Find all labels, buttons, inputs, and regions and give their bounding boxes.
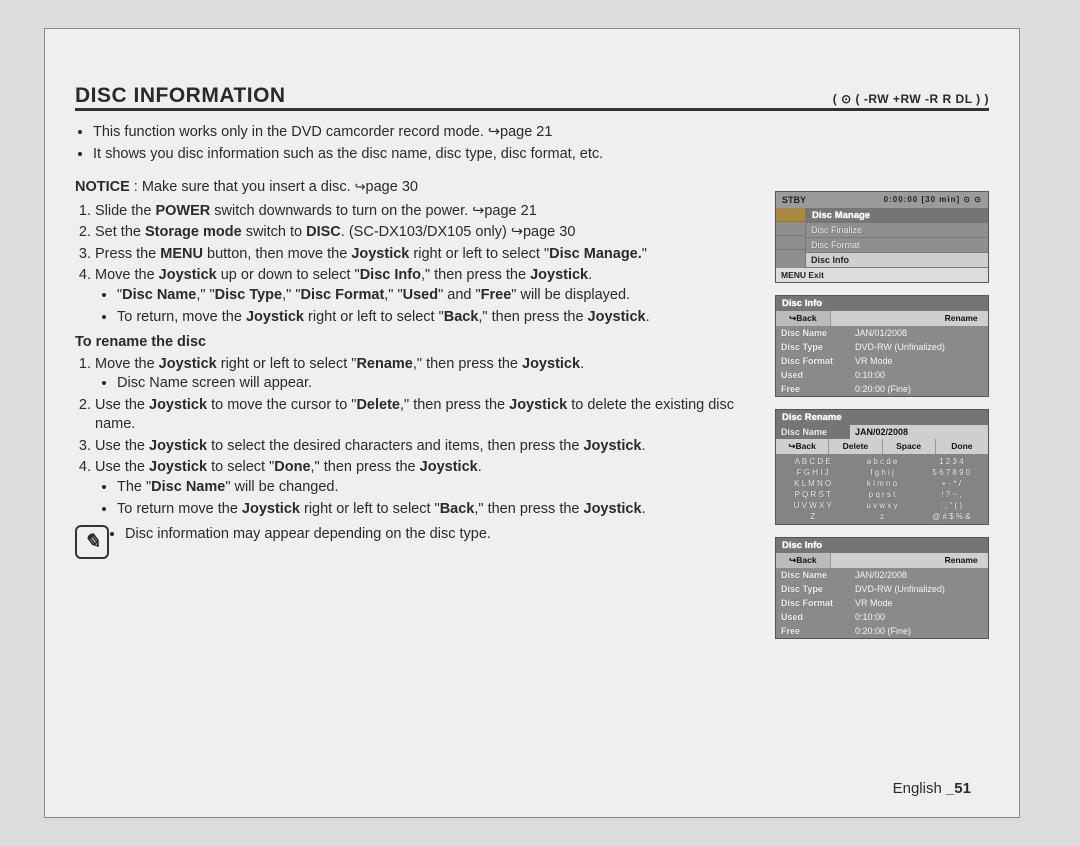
osd-section-title: Disc Manage — [806, 208, 988, 223]
intro-list: This function works only in the DVD camc… — [93, 123, 761, 164]
tab-icon — [776, 236, 805, 250]
osd-back-button[interactable]: ↪Back — [776, 311, 831, 326]
step-3: Press the MENU button, then move the Joy… — [95, 245, 761, 265]
tab-icon — [776, 208, 805, 222]
page-footer: English _51 — [893, 780, 971, 797]
osd-section-title: Disc Info — [776, 538, 988, 553]
osd-info-table: Disc NameJAN/02/2008 Disc TypeDVD-RW (Un… — [776, 568, 988, 638]
osd-disc-info-1: Disc Info ↪Back Rename Disc NameJAN/01/2… — [775, 295, 989, 397]
tab-icon — [776, 222, 805, 236]
header-row: DISC INFORMATION ( ⊙ ( -RW +RW -R R DL )… — [75, 84, 989, 111]
osd-done-button[interactable]: Done — [936, 439, 988, 454]
osd-menu-item-selected[interactable]: Disc Info — [806, 253, 988, 268]
step-4-sub: "Disc Name," "Disc Type," "Disc Format,"… — [117, 286, 761, 327]
page-title: DISC INFORMATION — [75, 84, 286, 108]
body-row: This function works only in the DVD camc… — [75, 119, 989, 639]
text-column: This function works only in the DVD camc… — [75, 119, 761, 639]
osd-section-title: Disc Rename — [776, 410, 988, 425]
intro-item: It shows you disc information such as th… — [93, 145, 761, 165]
rename-step-1: Move the Joystick right or left to selec… — [95, 355, 761, 394]
osd-delete-button[interactable]: Delete — [829, 439, 882, 454]
osd-menu-item[interactable]: Disc Finalize — [806, 223, 988, 238]
rename-step-1-sub: Disc Name screen will appear. — [117, 374, 761, 394]
rename-step-4-sub-2: To return move the Joystick right or lef… — [117, 500, 761, 520]
intro-item: This function works only in the DVD camc… — [93, 123, 761, 143]
rename-step-2: Use the Joystick to move the cursor to "… — [95, 396, 761, 435]
rename-step-4-sub-1: The "Disc Name" will be changed. — [117, 478, 761, 498]
notice-line: NOTICE : Make sure that you insert a dis… — [75, 178, 761, 198]
tab-icon — [776, 250, 805, 264]
disc-type-badges: ( ⊙ ( -RW +RW -R R DL ) ) — [833, 92, 989, 108]
osd-counter: 0:00:00 [30 min] ⊙ ⊙ — [884, 195, 982, 205]
rename-step-4: Use the Joystick to select "Done," then … — [95, 458, 761, 519]
osd-disc-info-2: Disc Info ↪Back Rename Disc NameJAN/02/2… — [775, 537, 989, 639]
note-icon: ✎ — [75, 525, 109, 559]
step-4-sub-1: "Disc Name," "Disc Type," "Disc Format,"… — [117, 286, 761, 306]
step-4-sub-2: To return, move the Joystick right or le… — [117, 308, 761, 328]
screenshots-column: STBY 0:00:00 [30 min] ⊙ ⊙ Disc Manage Di… — [775, 191, 989, 639]
osd-rename-button[interactable]: Rename — [934, 553, 988, 568]
osd-status: STBY — [782, 195, 806, 205]
osd-space-button[interactable]: Space — [883, 439, 936, 454]
step-4: Move the Joystick up or down to select "… — [95, 266, 761, 327]
osd-disc-rename: Disc Rename Disc NameJAN/02/2008 ↪Back D… — [775, 409, 989, 525]
setup-steps: Slide the POWER switch downwards to turn… — [95, 202, 761, 327]
osd-info-table: Disc NameJAN/01/2008 Disc TypeDVD-RW (Un… — [776, 326, 988, 396]
osd-section-title: Disc Info — [776, 296, 988, 311]
footer-lang: English — [893, 780, 946, 797]
notice-text: NOTICE : Make sure that you insert a dis… — [75, 179, 418, 195]
rename-steps: Move the Joystick right or left to selec… — [95, 355, 761, 520]
step-1: Slide the POWER switch downwards to turn… — [95, 202, 761, 222]
osd-menu-item[interactable]: Disc Format — [806, 238, 988, 253]
step-2: Set the Storage mode switch to DISC. (SC… — [95, 223, 761, 243]
manual-page: DISC INFORMATION ( ⊙ ( -RW +RW -R R DL )… — [44, 28, 1020, 818]
osd-footer: MENU Exit — [776, 268, 988, 282]
osd-back-button[interactable]: ↪Back — [776, 553, 831, 568]
osd-rename-button[interactable]: Rename — [934, 311, 988, 326]
footer-page: _51 — [946, 780, 971, 797]
note-text: Disc information may appear depending on… — [125, 525, 491, 545]
osd-disc-manage: STBY 0:00:00 [30 min] ⊙ ⊙ Disc Manage Di… — [775, 191, 989, 283]
rename-step-3: Use the Joystick to select the desired c… — [95, 437, 761, 457]
note-box: ✎ Disc information may appear depending … — [75, 525, 761, 559]
rename-heading: To rename the disc — [75, 333, 761, 353]
osd-char-grid[interactable]: A B C D Ea b c d e1 2 3 4 F G H I Jf g h… — [776, 454, 988, 524]
osd-back-button[interactable]: ↪Back — [776, 439, 829, 454]
